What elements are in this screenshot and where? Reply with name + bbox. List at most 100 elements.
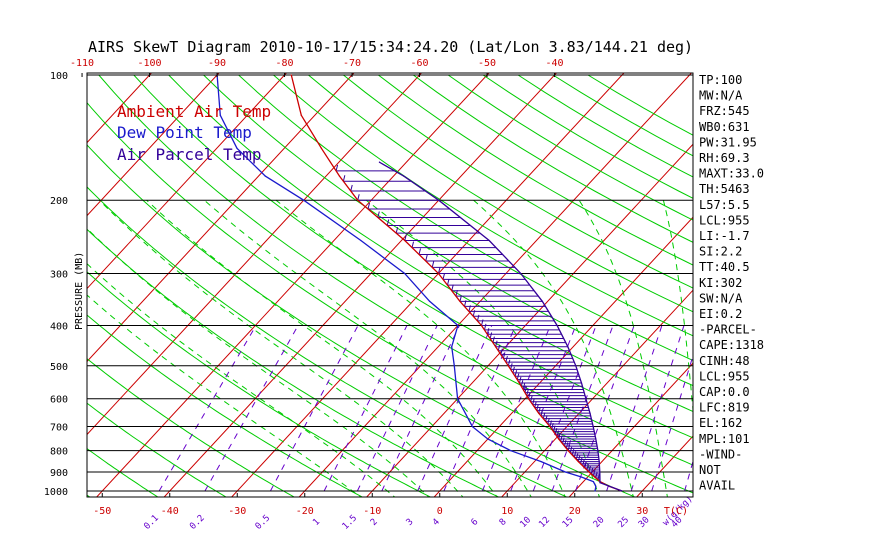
dry-adiabat-line	[482, 74, 693, 199]
ambient-temp-point	[494, 346, 497, 348]
side-panel-label: LI:-1.7	[699, 229, 750, 243]
dry-adiabat-line	[308, 74, 693, 313]
moist-adiabat-line	[98, 199, 464, 497]
mixing-ratio-label: 6	[470, 517, 481, 528]
mixing-ratio-label: 0.1	[142, 513, 161, 532]
cape-hatch-tick	[573, 451, 577, 458]
isotherm-line	[87, 73, 287, 290]
dewpoint-temp-point	[428, 300, 431, 302]
mixing-ratio-line	[510, 325, 577, 492]
dewpoint-temp-point	[264, 175, 266, 177]
parcel-temp-point	[585, 398, 587, 400]
bottom-temp-tick-label: 20	[569, 506, 581, 517]
dry-adiabat-line	[238, 74, 693, 361]
cape-hatch-tick	[367, 202, 370, 210]
mixing-ratio-label: 0.5	[254, 513, 273, 532]
dry-adiabat-line	[87, 144, 637, 497]
isotherm-line	[772, 73, 870, 497]
dewpoint-temp-point	[457, 398, 459, 400]
moist-adiabat-line	[578, 199, 668, 497]
bottom-temp-tick-label: -50	[93, 506, 111, 517]
side-panel-label: -WIND-	[699, 447, 742, 461]
isotherm-line	[87, 73, 220, 217]
parcel-temp-point	[592, 425, 594, 428]
dry-adiabat-line	[87, 402, 227, 497]
moist-adiabat-line	[146, 199, 498, 497]
mixing-ratio-line	[651, 354, 693, 492]
parcel-temp-point	[580, 382, 583, 384]
cape-hatch-tick	[507, 359, 511, 366]
bottom-temp-tick-label: 0	[437, 506, 443, 517]
ambient-temp-point	[588, 471, 590, 473]
parcel-temp-point	[599, 471, 601, 473]
side-panel-label: KI:302	[699, 276, 742, 290]
mixing-ratio-line	[204, 325, 299, 492]
mixing-ratio-line	[551, 325, 614, 492]
mixing-ratio-label: 12	[537, 515, 552, 530]
ambient-temp-point	[480, 324, 483, 327]
cape-hatch-tick	[418, 248, 421, 255]
ambient-temp-point	[518, 382, 521, 384]
cape-hatch-tick	[486, 328, 490, 335]
moist-adiabat-line	[87, 294, 362, 497]
dewpoint-temp-line	[216, 74, 597, 492]
cape-hatch-tick	[577, 455, 581, 462]
moist-adiabat-line	[87, 263, 396, 497]
legend-parcel: Air Parcel Temp	[117, 145, 262, 164]
cape-hatch-tick	[386, 219, 390, 226]
dry-adiabat-line	[87, 447, 159, 497]
isotherm-line	[231, 73, 625, 497]
mixing-ratio-label: 20	[592, 515, 607, 530]
side-panel-label: CINH:48	[699, 354, 750, 368]
cape-hatch-tick	[342, 175, 346, 182]
dry-adiabat-line	[168, 74, 693, 413]
dry-adiabat-line	[447, 74, 693, 221]
side-panel-label: EL:162	[699, 416, 742, 430]
cape-hatch-tick	[357, 194, 360, 201]
side-panel-label: TH:5463	[699, 182, 750, 196]
side-panel-label: AVAIL	[699, 479, 735, 493]
cape-hatch-tick	[571, 449, 575, 456]
side-panel-label: MPL:101	[699, 432, 750, 446]
dry-adiabat-line	[87, 271, 432, 497]
dry-adiabat-line	[0, 75, 25, 500]
dry-adiabat-line	[133, 74, 693, 439]
side-panel-label: MAXT:33.0	[699, 167, 764, 181]
mixing-ratio-label: 25	[616, 515, 631, 530]
parcel-temp-point	[488, 239, 490, 242]
cape-hatch-tick	[569, 446, 573, 454]
parcel-temp-point	[599, 482, 601, 484]
dewpoint-temp-point	[471, 425, 473, 428]
side-panel-label: EI:0.2	[699, 307, 742, 321]
pressure-tick-label: 600	[50, 395, 68, 406]
chart-title: AIRS SkewT Diagram 2010-10-17/15:34:24.2…	[88, 38, 693, 56]
dewpoint-temp-point	[404, 272, 406, 275]
side-panel-label: TP:100	[699, 73, 742, 87]
mixing-ratio-label: 1	[311, 517, 322, 528]
bottom-temp-tick-label: -20	[296, 506, 314, 517]
side-panel-label: PW:31.95	[699, 135, 757, 149]
parcel-temp-point	[438, 199, 440, 201]
side-panel-label: LCL:955	[699, 369, 750, 383]
dewpoint-temp-point	[592, 481, 595, 483]
dewpoint-temp-point	[540, 461, 542, 463]
mixing-ratio-line	[532, 325, 597, 492]
ambient-temp-point	[459, 300, 461, 302]
parcel-temp-point	[598, 461, 600, 463]
side-panel-label: CAPE:1318	[699, 338, 764, 352]
dewpoint-temp-point	[303, 199, 305, 201]
ambient-temp-point	[437, 272, 440, 275]
mixing-ratio-line	[606, 325, 663, 492]
dry-adiabat-line	[87, 228, 500, 497]
cape-hatch-tick	[437, 267, 441, 274]
cape-hatch-tick	[582, 459, 585, 466]
parcel-temp-point	[595, 438, 597, 440]
mixing-ratio-label: 3	[405, 517, 416, 528]
ambient-temp-point	[357, 199, 359, 201]
parcel-temp-point	[567, 346, 569, 348]
bottom-temp-tick-label: -40	[161, 506, 179, 517]
dry-adiabat-line	[343, 74, 693, 289]
ambient-temp-point	[593, 476, 596, 478]
